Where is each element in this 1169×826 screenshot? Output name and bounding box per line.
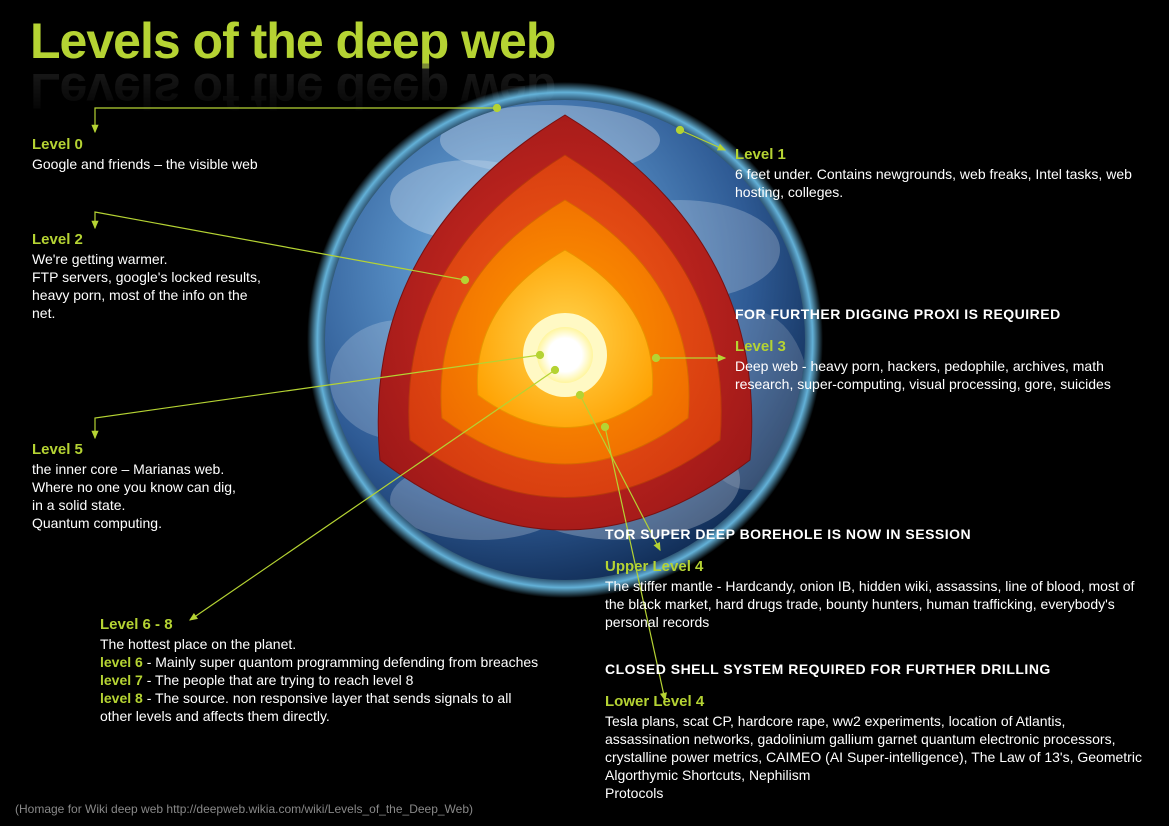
upper-level-4-header: TOR SUPER DEEP BOREHOLE IS NOW IN SESSIO… [605, 525, 1145, 543]
page-title-reflection: Levels of the deep web [30, 62, 555, 120]
level-3-block: FOR FURTHER DIGGING PROXI IS REQUIRED Le… [735, 305, 1135, 393]
level-1-block: Level 1 6 feet under. Contains newground… [735, 145, 1135, 201]
level-1-desc: 6 feet under. Contains newgrounds, web f… [735, 165, 1135, 201]
cutaway-layers [378, 115, 752, 530]
level-2-block: Level 2 We're getting warmer. FTP server… [32, 230, 262, 322]
level-8-desc: - The source. non responsive layer that … [100, 690, 511, 724]
level-6-label: level 6 [100, 654, 143, 670]
level-8-row: level 8 - The source. non responsive lay… [100, 689, 540, 725]
level-5-desc: the inner core – Marianas web. Where no … [32, 460, 292, 533]
lower-level-4-header: CLOSED SHELL SYSTEM REQUIRED FOR FURTHER… [605, 660, 1145, 678]
level-7-label: level 7 [100, 672, 143, 688]
level-3-desc: Deep web - heavy porn, hackers, pedophil… [735, 357, 1135, 393]
lower-level-4-block: CLOSED SHELL SYSTEM REQUIRED FOR FURTHER… [605, 660, 1145, 803]
lower-level-4-title: Lower Level 4 [605, 692, 1145, 712]
core-inner [537, 327, 593, 383]
level-6-8-title: Level 6 - 8 [100, 615, 540, 635]
level-3-header: FOR FURTHER DIGGING PROXI IS REQUIRED [735, 305, 1135, 323]
level-3-title: Level 3 [735, 337, 1135, 357]
upper-level-4-title: Upper Level 4 [605, 557, 1145, 577]
level-6-desc: - Mainly super quantom programming defen… [143, 654, 538, 670]
level-5-title: Level 5 [32, 440, 292, 460]
level-6-8-block: Level 6 - 8 The hottest place on the pla… [100, 615, 540, 725]
level-2-desc: We're getting warmer. FTP servers, googl… [32, 250, 262, 323]
earth-surface [325, 100, 805, 580]
level-8-label: level 8 [100, 690, 143, 706]
level-0-desc: Google and friends – the visible web [32, 155, 312, 173]
upper-level-4-desc: The stiffer mantle - Hardcandy, onion IB… [605, 577, 1145, 632]
level-7-desc: - The people that are trying to reach le… [143, 672, 414, 688]
level-7-row: level 7 - The people that are trying to … [100, 671, 540, 689]
level-2-title: Level 2 [32, 230, 262, 250]
level-0-title: Level 0 [32, 135, 312, 155]
footer-credit: (Homage for Wiki deep web http://deepweb… [15, 802, 473, 816]
lower-level-4-desc: Tesla plans, scat CP, hardcore rape, ww2… [605, 712, 1145, 803]
level-0-block: Level 0 Google and friends – the visible… [32, 135, 312, 173]
upper-level-4-block: TOR SUPER DEEP BOREHOLE IS NOW IN SESSIO… [605, 525, 1145, 631]
level-6-row: level 6 - Mainly super quantom programmi… [100, 653, 540, 671]
level-5-block: Level 5 the inner core – Marianas web. W… [32, 440, 292, 532]
level-6-8-intro: The hottest place on the planet. [100, 635, 540, 653]
level-1-title: Level 1 [735, 145, 1135, 165]
core-outer [523, 313, 607, 397]
